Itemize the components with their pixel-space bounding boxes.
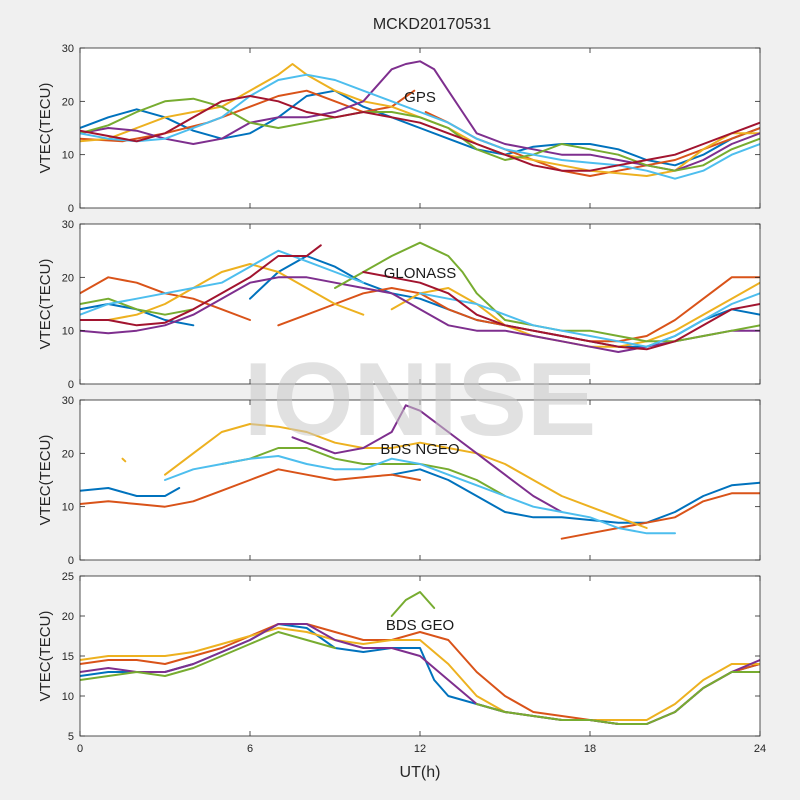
figure-title: MCKD20170531	[373, 16, 491, 33]
series-2-segment-2	[560, 492, 760, 540]
x-tick-label: 0	[77, 743, 83, 755]
x-tick-label: 24	[754, 743, 766, 755]
series-5-segment-2	[390, 591, 436, 617]
y-tick-label: 15	[62, 651, 74, 663]
series-2-segment-1	[80, 89, 416, 143]
y-tick-label: 5	[68, 731, 74, 743]
series-3-segment-1	[107, 263, 365, 321]
panel-2: 0 10 20 30 VTEC(TECU) GLONASS	[37, 219, 761, 391]
y-tick-label: 20	[62, 272, 74, 284]
series-3-segment-1	[80, 627, 760, 721]
y-axis-label: VTEC(TECU)	[37, 83, 54, 174]
panel-label: GPS	[404, 89, 436, 106]
series-1-segment-1	[80, 487, 181, 497]
series-3-segment-1	[121, 457, 127, 463]
panel-1: 0 10 20 30 VTEC(TECU) GPS	[37, 43, 761, 215]
series-group	[80, 241, 760, 353]
series-group	[80, 591, 760, 725]
series-5-segment-1	[80, 97, 760, 172]
y-tick-label: 30	[62, 43, 74, 55]
panels: 0 10 20 30 VTEC(TECU) GPS 0 10 20 30 VTEC(TECU) GLO…	[37, 43, 766, 755]
series-7-segment-2	[362, 271, 760, 351]
panel-label: BDS GEO	[386, 617, 454, 634]
y-axis-label: VTEC(TECU)	[37, 611, 54, 702]
y-tick-label: 0	[68, 555, 74, 567]
y-tick-label: 10	[62, 150, 74, 162]
series-4-segment-1	[80, 60, 760, 172]
x-tick-label: 18	[584, 743, 596, 755]
y-tick-label: 20	[62, 611, 74, 623]
plot-area	[80, 224, 760, 384]
y-tick-label: 0	[68, 379, 74, 391]
series-3-segment-2	[164, 423, 648, 529]
series-5-segment-1	[80, 631, 336, 681]
x-axis-label: UT(h)	[400, 764, 441, 781]
series-7-segment-1	[80, 244, 322, 327]
series-4-segment-1	[291, 404, 563, 513]
series-5-segment-1	[220, 447, 506, 497]
y-tick-label: 20	[62, 448, 74, 460]
series-group	[80, 60, 760, 180]
series-group	[80, 404, 760, 540]
series-3-segment-1	[80, 63, 760, 177]
y-tick-label: 10	[62, 691, 74, 703]
series-6-segment-1	[80, 73, 760, 180]
series-6-segment-2	[419, 292, 760, 348]
panel-label: BDS NGEO	[380, 441, 459, 458]
y-axis-label: VTEC(TECU)	[37, 259, 54, 350]
series-7-segment-1	[80, 95, 760, 172]
series-5-segment-1	[80, 297, 195, 316]
panel-4: 0 6 12 18 24 5 10 15 20 25 VTEC(TECU) BDS GEO	[37, 571, 766, 755]
y-tick-label: 30	[62, 219, 74, 231]
x-tick-label: 6	[247, 743, 253, 755]
y-tick-label: 30	[62, 395, 74, 407]
panel-label: GLONASS	[384, 265, 457, 282]
y-tick-label: 10	[62, 326, 74, 338]
series-1-segment-2	[390, 468, 760, 524]
y-tick-label: 25	[62, 571, 74, 583]
y-tick-label: 10	[62, 502, 74, 514]
series-6-segment-1	[164, 455, 676, 535]
panel-3: 0 10 20 30 VTEC(TECU) BDS NGEO	[37, 395, 761, 567]
series-5-segment-3	[475, 671, 760, 725]
series-2-segment-1	[80, 468, 421, 508]
y-tick-label: 20	[62, 96, 74, 108]
x-tick-label: 12	[414, 743, 426, 755]
y-axis-label: VTEC(TECU)	[37, 435, 54, 526]
watermark-text: IONISE	[244, 342, 597, 458]
series-6-segment-1	[80, 249, 365, 316]
y-tick-label: 0	[68, 203, 74, 215]
